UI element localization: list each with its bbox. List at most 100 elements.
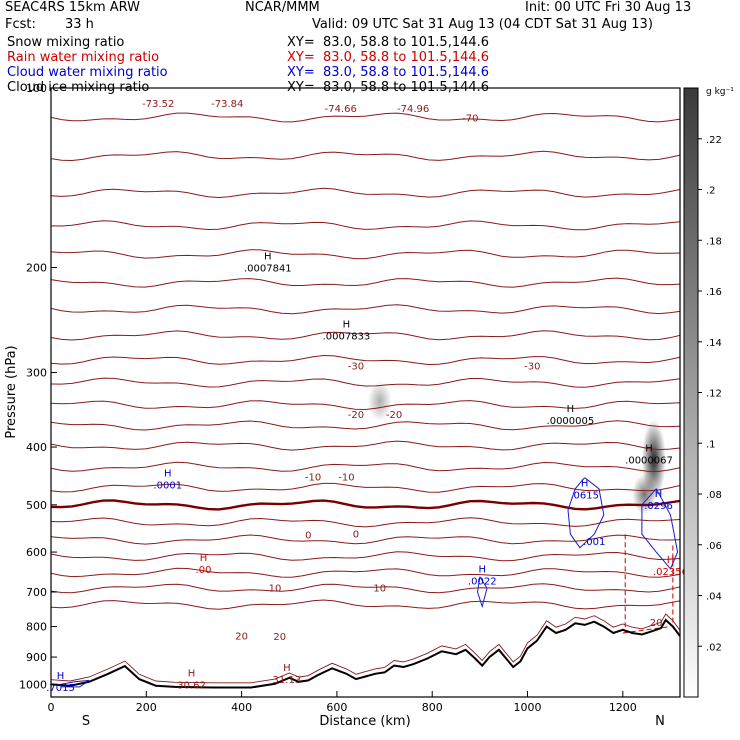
temp-label-1: -73.84: [211, 99, 243, 110]
extremum-mark-0: H: [264, 252, 272, 263]
x-axis-south-label: S: [82, 714, 90, 729]
temp-label-11: 0: [305, 531, 311, 542]
extremum-mark-5: H: [581, 478, 589, 489]
org-label: NCAR/MMM: [245, 0, 320, 15]
temp-contour-5: [51, 517, 680, 528]
temp-label-3: -74.96: [397, 104, 429, 115]
temp-label-14: 10: [373, 584, 386, 595]
extremum-mark-13: H: [57, 671, 65, 682]
field-xy-rain: XY= 83.0, 58.8 to 101.5,144.6: [287, 50, 490, 65]
y-tick-label-3: 400: [26, 441, 47, 454]
temp-contour-0: [51, 499, 680, 511]
extremum-value-4: .0001: [153, 480, 182, 491]
extremum-mark-11: H: [188, 668, 196, 679]
colorbar-tick-label-2: .06: [706, 541, 722, 552]
extremum-value-5: .0615: [570, 490, 599, 501]
terrain-layer: [51, 613, 680, 689]
temp-contour--55: [51, 249, 680, 260]
temp-label-10: -10: [338, 472, 354, 483]
colorbar-tick-label-5: .12: [706, 389, 722, 400]
colorbar-tick-label-8: .18: [706, 236, 722, 247]
y-tick-label-2: 300: [26, 367, 47, 380]
colorbar-tick-label-3: .08: [706, 490, 722, 501]
x-tick-label-5: 1000: [514, 701, 542, 714]
cloud-contour-3: [60, 679, 90, 688]
temp-label-4: -70: [462, 113, 478, 124]
cloud-contour-2: [476, 576, 488, 609]
extremum-value-2: .0000005: [547, 416, 595, 427]
model-title: SEAC4RS 15km ARW: [5, 0, 141, 15]
temp-contour--25: [51, 400, 680, 411]
temp-contour-20: [51, 567, 680, 578]
temperature-contours: [51, 112, 680, 610]
temp-label-2: -74.66: [325, 104, 357, 115]
colorbar-unit: g kg⁻¹: [706, 87, 734, 97]
extremum-value-11: 30.62: [177, 680, 206, 691]
x-tick-label-0: 0: [48, 701, 55, 714]
colorbar-tick-label-9: .2: [706, 186, 716, 197]
temp-contour--75: [51, 112, 680, 123]
contour-labels: -73.52 -73.84 -74.66 -74.96 -70 -30 -30 -20 -20 -…: [46, 99, 688, 694]
extremum-value-13: .7015: [46, 683, 75, 694]
extremum-value-9: .02356: [653, 567, 688, 578]
colorbar-tick-label-10: .22: [706, 135, 722, 146]
init-time: Init: 00 UTC Fri 30 Aug 13: [525, 0, 692, 15]
axes: 0 200 400 600 800 1000 12001002003004005006007…: [19, 82, 637, 714]
x-tick-label-1: 200: [136, 701, 157, 714]
temp-label-5: -30: [348, 362, 364, 373]
x-tick-label-3: 600: [326, 701, 347, 714]
forecast-label: Fcst:: [5, 17, 36, 32]
extremum-value-12: 31.13: [273, 675, 302, 686]
extremum-value-6: .0296: [644, 501, 673, 512]
y-tick-label-8: 900: [26, 651, 47, 664]
extremum-value-10: .0022: [468, 577, 497, 588]
cloud-water-contours: [60, 477, 679, 688]
extremum-value-1: .0007833: [323, 331, 371, 342]
colorbar: .02 .04 .06 .08 .1 .12 .14 .16 .18 .2 .22 g kg⁻¹: [683, 87, 734, 698]
terrain-line: [51, 618, 680, 689]
extremum-mark-8: H: [200, 553, 208, 564]
x-axis-north-label: N: [655, 714, 665, 729]
extremum-value-8: .00: [196, 565, 212, 576]
extremum-value-3: .0000067: [625, 456, 673, 467]
colorbar-ramp: [683, 87, 699, 698]
temp-contour-30: [51, 599, 680, 610]
temp-contour--30: [51, 377, 680, 388]
extremum-mark-10: H: [478, 565, 486, 576]
y-tick-label-0: 100: [26, 82, 47, 95]
field-name-cloud-water: Cloud water mixing ratio: [7, 65, 168, 80]
extremum-mark-1: H: [343, 319, 351, 330]
field-xy-snow: XY= 83.0, 58.8 to 101.5,144.6: [287, 35, 490, 50]
forecast-hours: 33 h: [65, 17, 94, 32]
temp-contour--65: [51, 187, 680, 199]
x-tick-label-6: 1200: [609, 701, 637, 714]
temp-label-15: 20: [235, 631, 248, 642]
y-tick-label-1: 200: [26, 262, 47, 275]
field-name-snow: Snow mixing ratio: [7, 35, 125, 50]
extremum-mark-2: H: [567, 404, 575, 415]
colorbar-tick-label-4: .1: [706, 439, 716, 450]
y-tick-label-9: 1000: [19, 678, 47, 691]
plot-frame: [50, 87, 681, 698]
extremum-mark-4: H: [164, 468, 172, 479]
temp-contour--35: [51, 354, 680, 366]
temp-contour-15: [51, 551, 680, 562]
temp-label-17: 20: [650, 618, 663, 629]
temp-label-0: -73.52: [142, 99, 174, 110]
field-name-rain: Rain water mixing ratio: [7, 50, 160, 65]
temp-label-7: -20: [348, 410, 364, 421]
extremum-mark-3: H: [645, 444, 653, 455]
rain-contours: [622, 534, 674, 634]
temp-contour--40: [51, 330, 680, 341]
temp-label-16: 20: [273, 632, 286, 643]
temp-contour--15: [51, 440, 680, 451]
extremum-mark-6: H: [655, 489, 663, 500]
temp-label-13: 10: [269, 584, 282, 595]
x-tick-label-2: 400: [231, 701, 252, 714]
temp-label-6: -30: [524, 362, 540, 373]
snow-cell-0: [367, 381, 392, 422]
temp-contour-25: [51, 583, 680, 594]
colorbar-tick-label-1: .04: [706, 592, 722, 603]
extremum-value-0: .0007841: [244, 264, 292, 275]
